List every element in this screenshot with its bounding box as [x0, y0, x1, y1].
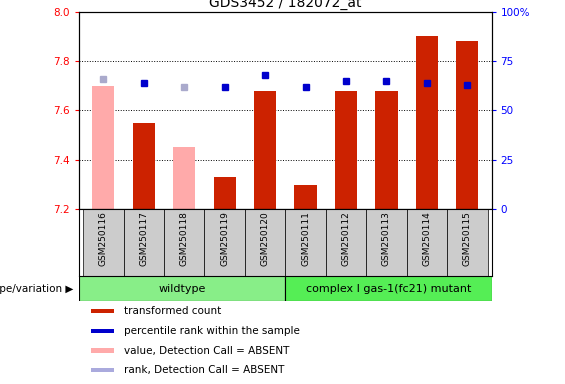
Bar: [456, 41, 479, 209]
Bar: [205, 209, 245, 276]
Bar: [254, 91, 276, 209]
Bar: [335, 91, 357, 209]
Bar: [294, 185, 316, 209]
Text: complex I gas-1(fc21) mutant: complex I gas-1(fc21) mutant: [306, 284, 471, 294]
Bar: [285, 209, 326, 276]
Text: genotype/variation ▶: genotype/variation ▶: [0, 284, 73, 294]
Text: GSM250120: GSM250120: [260, 211, 270, 266]
Bar: [407, 209, 447, 276]
Bar: [366, 209, 407, 276]
Bar: [92, 368, 114, 372]
Title: GDS3452 / 182072_at: GDS3452 / 182072_at: [209, 0, 362, 10]
Bar: [375, 91, 398, 209]
Bar: [124, 209, 164, 276]
Bar: [416, 36, 438, 209]
Bar: [173, 147, 195, 209]
Text: rank, Detection Call = ABSENT: rank, Detection Call = ABSENT: [124, 365, 285, 375]
Text: GSM250111: GSM250111: [301, 211, 310, 266]
Text: transformed count: transformed count: [124, 306, 221, 316]
Text: percentile rank within the sample: percentile rank within the sample: [124, 326, 301, 336]
Text: GSM250115: GSM250115: [463, 211, 472, 266]
Bar: [92, 329, 114, 333]
Text: value, Detection Call = ABSENT: value, Detection Call = ABSENT: [124, 346, 290, 356]
Bar: [133, 123, 155, 209]
Bar: [214, 177, 236, 209]
Bar: [83, 209, 124, 276]
Text: GSM250117: GSM250117: [140, 211, 148, 266]
Text: GSM250119: GSM250119: [220, 211, 229, 266]
Bar: [245, 209, 285, 276]
Text: GSM250114: GSM250114: [423, 211, 431, 266]
Text: wildtype: wildtype: [159, 284, 206, 294]
Bar: [285, 276, 492, 301]
Text: GSM250116: GSM250116: [99, 211, 108, 266]
Bar: [92, 309, 114, 313]
Bar: [92, 86, 115, 209]
Bar: [164, 209, 205, 276]
Text: GSM250118: GSM250118: [180, 211, 189, 266]
Bar: [79, 276, 285, 301]
Bar: [447, 209, 488, 276]
Bar: [326, 209, 366, 276]
Bar: [92, 348, 114, 353]
Text: GSM250112: GSM250112: [341, 211, 350, 266]
Text: GSM250113: GSM250113: [382, 211, 391, 266]
